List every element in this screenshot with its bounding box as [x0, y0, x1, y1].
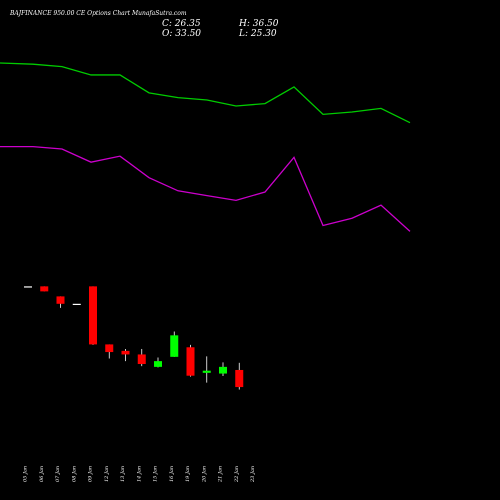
candle-body [89, 286, 97, 345]
x-axis-labels: 05 Jan 06 Jan 07 Jan 08 Jan 09 Jan 12 Jan 13 J… [23, 466, 257, 483]
close-value: C: 26.35 [162, 19, 201, 29]
candle-06-jan [40, 286, 49, 292]
candle-body [56, 296, 65, 304]
low-value: L: 25.30 [239, 29, 277, 39]
candle-22-jan [235, 362, 244, 390]
candle-body [24, 286, 32, 288]
open-value: O: 33.50 [162, 29, 202, 39]
chart-title: BAJFINANCE 950.00 CE Options Chart Munaf… [10, 10, 187, 17]
x-tick-label: 22 Jan [234, 466, 240, 483]
upper-band-line [0, 62, 411, 124]
candle-14-jan [137, 348, 146, 367]
x-tick-label: 13 Jan [120, 466, 126, 482]
x-tick-label: 15 Jan [153, 466, 159, 482]
candle-15-jan [154, 357, 162, 368]
x-tick-label: 14 Jan [136, 466, 142, 482]
lower-band-line [0, 145, 411, 232]
candle-09-jan [89, 286, 97, 345]
indicator-bands [0, 62, 411, 232]
candle-body [40, 286, 49, 292]
candle-20-jan [202, 356, 211, 383]
candle-08-jan [72, 303, 81, 305]
candle-body [137, 354, 146, 364]
candle-body [105, 344, 114, 353]
candle-21-jan [219, 362, 227, 376]
x-tick-label: 21 Jan [218, 466, 224, 483]
candle-body [121, 350, 130, 355]
x-tick-label: 08 Jan [71, 466, 77, 482]
candle-13-jan [121, 348, 130, 362]
candle-07-jan [56, 296, 65, 308]
candle-19-jan [186, 344, 195, 377]
x-tick-label: 05 Jan [23, 466, 29, 482]
candle-body [202, 370, 211, 373]
x-tick-label: 20 Jan [201, 466, 207, 483]
x-tick-label: 07 Jan [55, 466, 61, 482]
x-tick-label: 09 Jan [88, 466, 94, 482]
x-tick-label: 23 Jan [250, 466, 256, 483]
candle-body [219, 366, 227, 374]
candle-12-jan [105, 344, 114, 359]
x-tick-label: 06 Jan [39, 466, 45, 482]
high-value: H: 36.50 [239, 19, 279, 29]
x-tick-label: 16 Jan [169, 466, 175, 482]
candle-05-jan [24, 286, 32, 288]
x-tick-label: 19 Jan [185, 466, 191, 482]
candle-body [235, 369, 244, 388]
candle-body [170, 335, 179, 357]
candle-body [186, 347, 195, 376]
candle-16-jan [170, 331, 179, 357]
x-tick-label: 12 Jan [104, 466, 110, 482]
candles [24, 286, 244, 390]
candle-body [72, 303, 81, 305]
candle-body [154, 361, 162, 367]
